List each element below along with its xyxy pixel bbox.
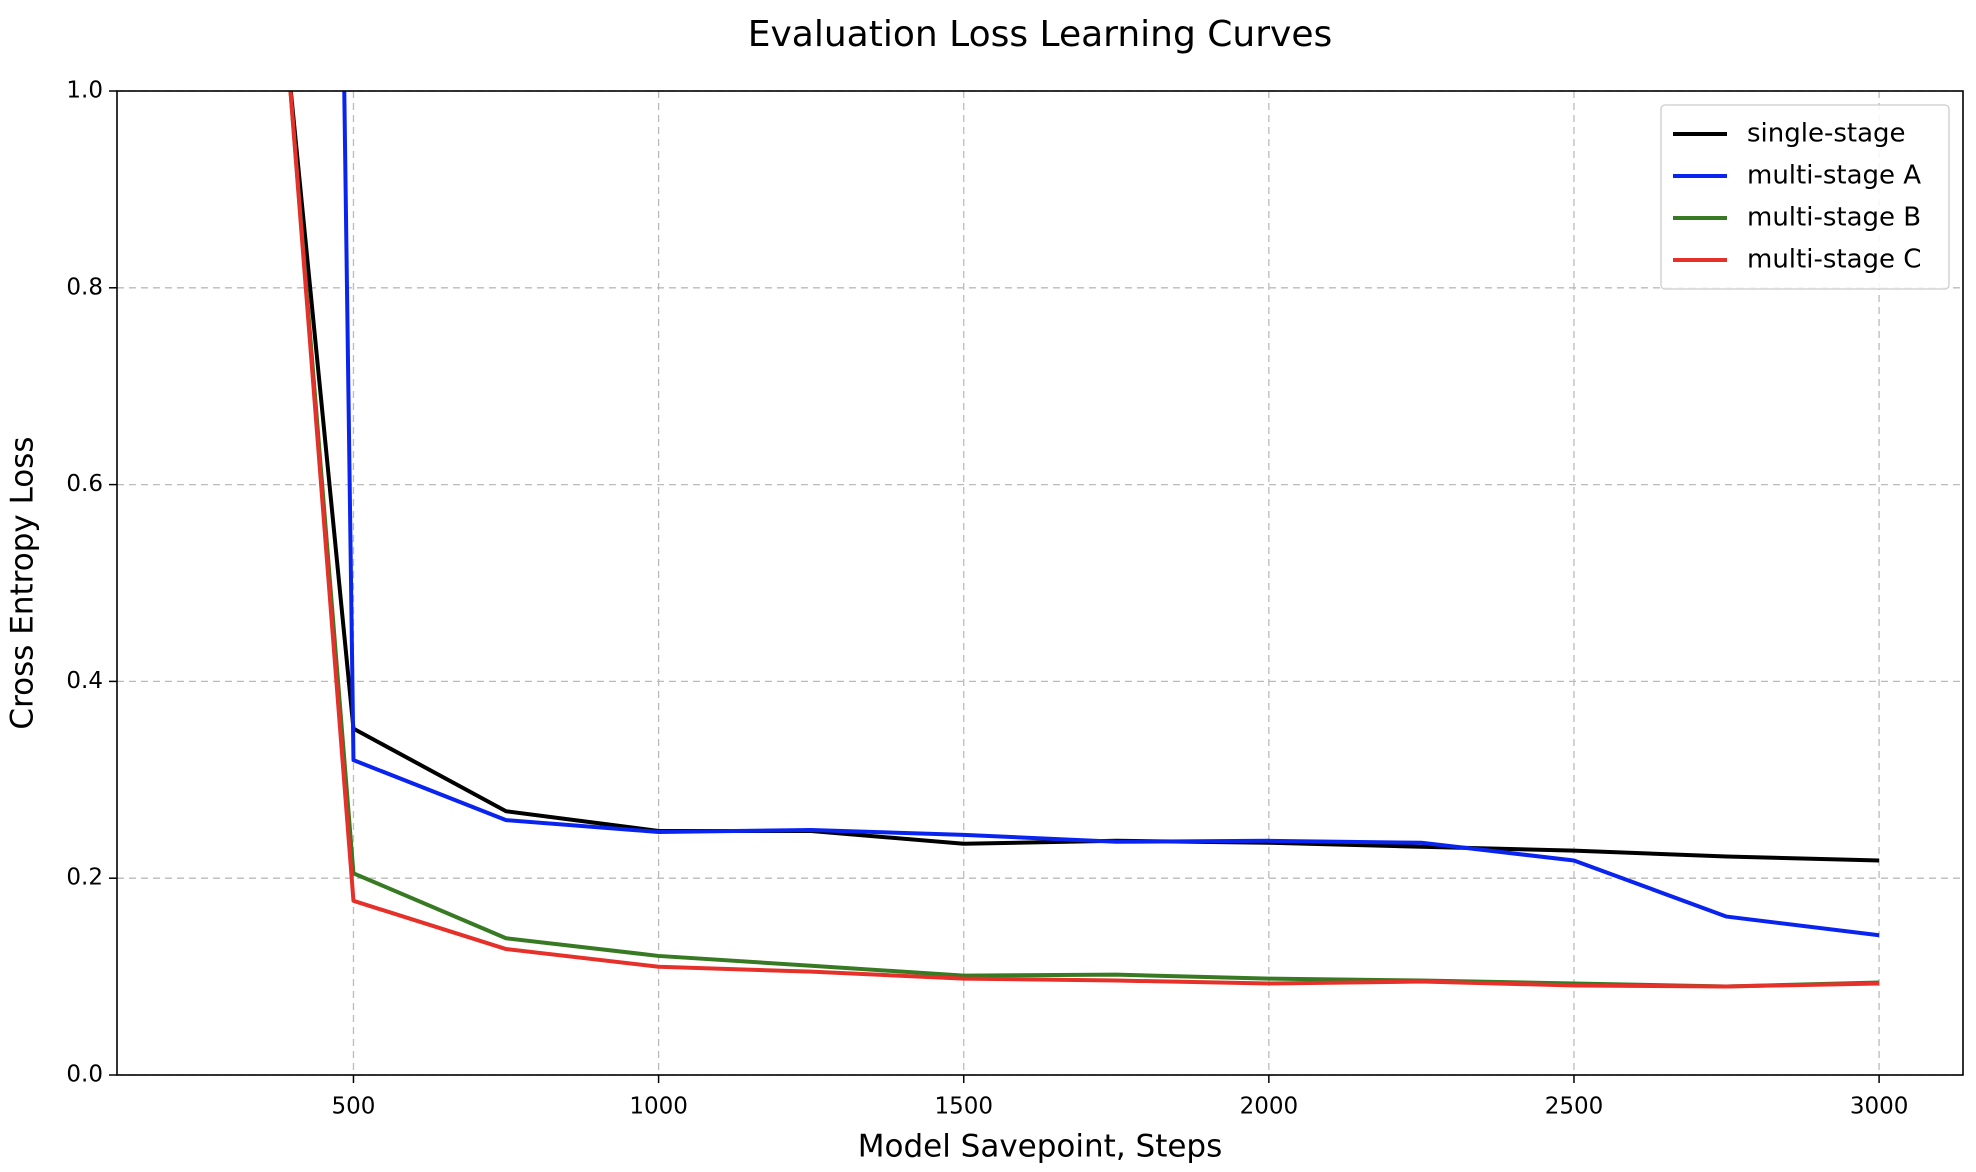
series-line: [342, 91, 1880, 938]
y-tick-label: 0.4: [66, 668, 103, 694]
x-tick-label: 3000: [1850, 1094, 1909, 1120]
x-tick-label: 1000: [629, 1094, 688, 1120]
y-tick-label: 0.0: [66, 1062, 103, 1088]
x-tick-label: 2500: [1545, 1094, 1604, 1120]
y-tick-label: 0.8: [66, 274, 103, 300]
x-axis-label: Model Savepoint, Steps: [858, 1129, 1223, 1165]
x-tick-label: 2000: [1240, 1094, 1299, 1120]
legend-box: [1660, 104, 1950, 290]
y-tick-label: 0.2: [66, 865, 103, 891]
series-line: [288, 91, 1880, 989]
legend-label: multi-stage C: [1747, 245, 1921, 275]
plot-frame: [116, 90, 1964, 1076]
x-tick-label: 1500: [934, 1094, 993, 1120]
legend-label: multi-stage A: [1747, 161, 1921, 191]
y-axis-label: Cross Entropy Loss: [5, 436, 41, 729]
legend-label: single-stage: [1747, 119, 1906, 149]
legend-label: multi-stage B: [1747, 203, 1921, 233]
x-tick-label: 500: [332, 1094, 376, 1120]
y-tick-label: 1.0: [66, 78, 103, 104]
chart-title: Evaluation Loss Learning Curves: [748, 14, 1333, 55]
plot-area: [288, 91, 1880, 989]
y-tick-label: 0.6: [66, 471, 103, 497]
legend: single-stage multi-stage A multi-stage B mu…: [1660, 104, 1950, 290]
series-line: [288, 91, 1880, 863]
